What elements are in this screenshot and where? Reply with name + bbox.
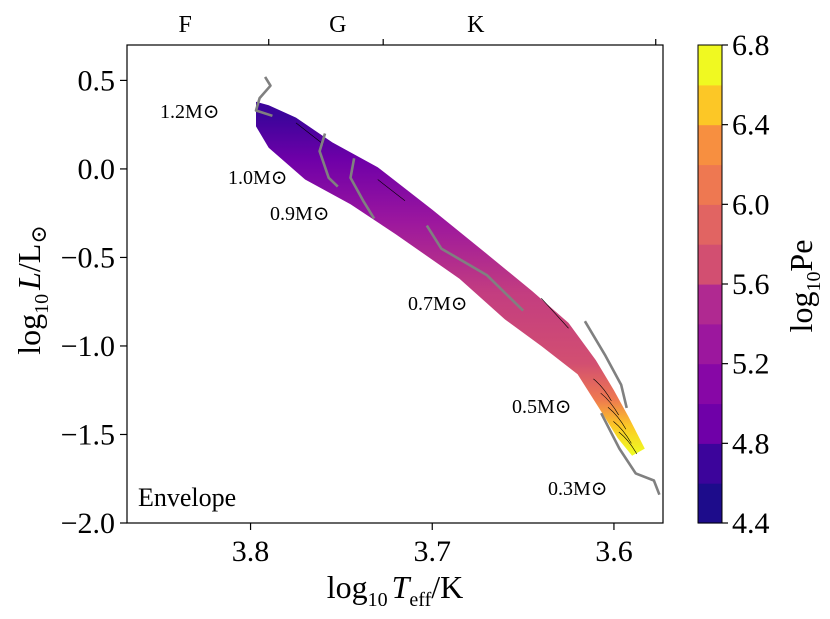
track-label: 0.3M⊙ xyxy=(548,478,608,500)
colorbar-tick-label: 5.6 xyxy=(732,268,770,301)
x-axis-label: log10 Teff/K xyxy=(327,569,464,611)
y-tick-label: −0.5 xyxy=(61,241,115,274)
y-tick-label: −1.0 xyxy=(61,330,115,363)
track-0_7-msun xyxy=(425,224,525,312)
panel-label: Envelope xyxy=(138,483,236,512)
colorbar-segment xyxy=(698,45,722,86)
colorbar-tick-label: 6.8 xyxy=(732,29,770,62)
contour-lines xyxy=(295,122,638,455)
x-tick-label: 3.6 xyxy=(595,535,633,568)
y-tick-label: −2.0 xyxy=(61,507,115,540)
y-tick-label: −1.5 xyxy=(61,418,115,451)
contour-line xyxy=(377,179,406,202)
contour-line xyxy=(607,407,627,430)
y-tick-label: 0.5 xyxy=(78,64,116,97)
x-tick-label: 3.8 xyxy=(232,535,270,568)
contour-line xyxy=(600,392,619,416)
colorbar-tick-label: 4.8 xyxy=(732,427,770,460)
y-axis-ticks: 0.5 0.0 −0.5 −1.0 −1.5 −2.0 xyxy=(61,64,127,540)
colorbar xyxy=(697,44,723,524)
colorbar-tick-label: 6.0 xyxy=(732,188,770,221)
colorbar-segment xyxy=(698,284,722,325)
spectral-type-label: K xyxy=(467,12,485,38)
track-label: 1.2M⊙ xyxy=(160,101,220,123)
envelope-band xyxy=(256,101,645,456)
colorbar-segment xyxy=(698,443,722,484)
y-tick-label: 0.0 xyxy=(78,153,116,186)
contour-line xyxy=(541,297,569,329)
contour-line xyxy=(593,378,612,402)
colorbar-segment xyxy=(698,164,722,205)
colorbar-ticks: 6.8 6.4 6.0 5.6 5.2 4.8 4.4 xyxy=(722,29,770,540)
spectral-type-label: F xyxy=(178,12,191,38)
colorbar-segment xyxy=(698,403,722,444)
colorbar-segment xyxy=(698,84,722,126)
colorbar-tick-label: 6.4 xyxy=(732,109,770,142)
y-axis-label: log10L/L⊙ xyxy=(11,225,53,355)
colorbar-segment xyxy=(698,244,722,285)
track-label: 0.7M⊙ xyxy=(408,293,468,315)
contour-line xyxy=(295,122,324,145)
colorbar-segment xyxy=(698,323,722,365)
evolution-tracks xyxy=(254,76,661,496)
x-tick-label: 3.7 xyxy=(413,535,451,568)
track-label: 0.5M⊙ xyxy=(512,396,572,418)
track-0_9-msun xyxy=(349,158,376,220)
colorbar-tick-label: 5.2 xyxy=(732,348,770,381)
track-0_3-msun xyxy=(600,412,661,496)
colorbar-tick-label: 4.4 xyxy=(732,507,770,540)
colorbar-segment xyxy=(698,363,722,405)
track-0_5-msun xyxy=(583,320,628,409)
contour-line xyxy=(618,431,638,455)
spectral-type-label: G xyxy=(329,12,346,38)
colorbar-segment xyxy=(698,124,722,166)
plot-area xyxy=(126,44,664,524)
track-label: 1.0M⊙ xyxy=(228,167,288,189)
track-labels: 1.2M⊙ 1.0M⊙ 0.9M⊙ 0.7M⊙ 0.5M⊙ 0.3M⊙ xyxy=(160,101,608,500)
colorbar-segment xyxy=(698,204,722,245)
x-axis-ticks: 3.8 3.7 3.6 xyxy=(232,523,633,568)
track-1_2-msun xyxy=(254,76,273,118)
contour-line xyxy=(613,421,632,444)
colorbar-label: log10Pe xyxy=(783,240,825,333)
track-1-msun xyxy=(318,133,339,188)
track-label: 0.9M⊙ xyxy=(270,203,330,225)
colorbar-segment xyxy=(698,483,722,524)
